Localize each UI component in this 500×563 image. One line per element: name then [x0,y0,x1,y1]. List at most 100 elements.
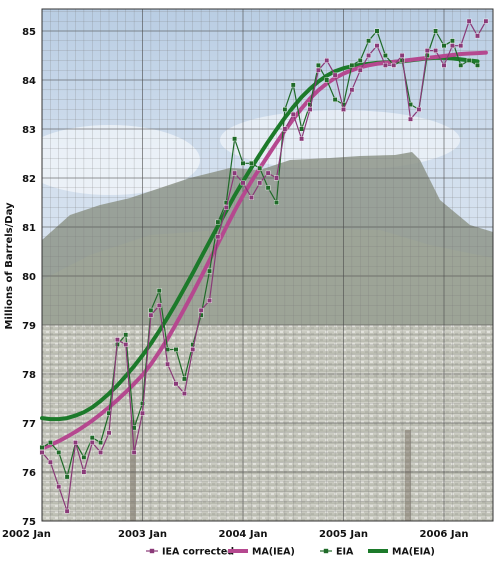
legend-item: EIA [320,547,354,558]
data-point-iea-corrected [148,312,154,318]
tree-trunk [130,420,136,521]
data-point-eia [47,440,53,445]
data-point-iea-corrected [399,53,405,58]
y-tick-label: 76 [22,468,36,479]
data-point-iea-corrected [357,67,363,73]
legend-label: MA(IEA) [252,547,295,558]
y-tick-label: 83 [22,125,36,136]
data-point-eia [274,200,279,205]
x-tick-label: 2004 Jan [219,529,268,540]
y-tick-label: 85 [22,27,36,38]
data-point-eia [56,450,62,455]
data-point-eia [232,136,238,142]
data-point-eia [441,43,447,49]
y-tick-label: 77 [22,419,36,430]
y-tick-label: 80 [22,272,36,283]
data-point-iea-corrected [248,195,254,200]
data-point-eia [382,53,388,58]
y-tick-label: 79 [22,321,36,332]
y-tick-label: 81 [22,223,36,234]
data-point-iea-corrected [257,180,263,186]
data-point-eia [64,474,70,480]
data-point-iea-corrected [89,440,95,445]
data-point-eia [240,160,246,166]
data-point-iea-corrected [73,440,78,445]
x-tick-label: 2006 Jan [420,529,469,540]
legend-item: MA(EIA) [368,547,435,558]
legend-label: IEA corrected [162,547,234,558]
data-point-eia [315,62,321,68]
series-ma-iea [40,50,488,451]
y-axis-label: Millions of Barrels/Day [4,202,15,330]
data-point-eia [89,435,95,441]
data-point-eia [181,376,187,382]
mountain-foothills [42,228,493,340]
data-point-eia [357,58,363,63]
y-tick-label: 84 [22,76,36,87]
data-point-iea-corrected [131,450,137,455]
data-point-iea-corrected [240,180,246,186]
x-axis-ticks: 2002 Jan 2003 Jan 2004 Jan 2005 Jan 2006 Jan [2,529,468,540]
y-tick-label: 82 [22,174,36,185]
data-point-iea-corrected [416,106,422,112]
data-point-iea-corrected [349,87,355,93]
data-point-iea-corrected [181,391,187,396]
x-tick-label: 2002 Jan [2,529,51,540]
data-point-iea-corrected [190,347,196,352]
data-point-iea-corrected [458,43,464,49]
data-point-eia [215,219,221,225]
data-point-eia [374,28,380,34]
data-point-eia [148,307,154,313]
data-point-iea-corrected [274,175,279,181]
plot-frame [41,8,494,522]
data-point-eia [123,332,129,338]
data-point-eia [98,440,104,445]
data-point-iea-corrected [374,43,380,49]
legend: IEA corrected MA(IEA) EIA MA(EIA) [146,547,435,558]
data-point-eia [475,62,480,68]
data-point-eia [458,62,464,68]
legend-label: EIA [336,547,354,558]
legend-item: IEA corrected [146,547,234,558]
data-point-iea-corrected [433,48,439,54]
data-point-iea-corrected [466,18,472,24]
data-point-eia [248,160,254,166]
y-tick-label: 78 [22,370,36,381]
legend-marker [323,548,329,554]
data-point-iea-corrected [299,136,305,142]
data-point-iea-corrected [198,307,204,313]
axes [41,8,494,522]
data-point-iea-corrected [140,410,145,416]
grid [41,9,493,522]
x-tick-label: 2003 Jan [118,529,167,540]
data-point-iea-corrected [382,62,388,68]
data-point-iea-corrected [483,18,489,24]
data-point-iea-corrected [441,62,447,68]
legend-label: MA(EIA) [392,547,435,558]
data-point-iea-corrected [106,430,112,436]
data-point-iea-corrected [173,381,179,387]
x-tick-label: 2005 Jan [319,529,368,540]
legend-item: MA(IEA) [228,547,295,558]
data-point-iea-corrected [341,106,346,112]
data-point-iea-corrected [64,508,70,514]
data-point-eia [433,28,439,34]
series-line-ma-iea [40,50,488,451]
legend-marker [149,548,155,554]
data-point-iea-corrected [391,62,397,68]
data-point-iea-corrected [366,53,372,58]
data-point-eia [265,185,271,191]
series-layer [39,18,489,514]
data-point-iea-corrected [282,126,288,132]
data-point-iea-corrected [114,337,120,343]
data-point-eia [349,62,355,68]
data-point-iea-corrected [39,450,45,455]
data-point-eia [257,165,263,171]
data-point-iea-corrected [56,484,62,490]
y-tick-label: 75 [22,517,36,528]
data-point-iea-corrected [290,111,296,117]
data-point-eia [282,106,288,112]
data-point-eia [332,97,338,103]
